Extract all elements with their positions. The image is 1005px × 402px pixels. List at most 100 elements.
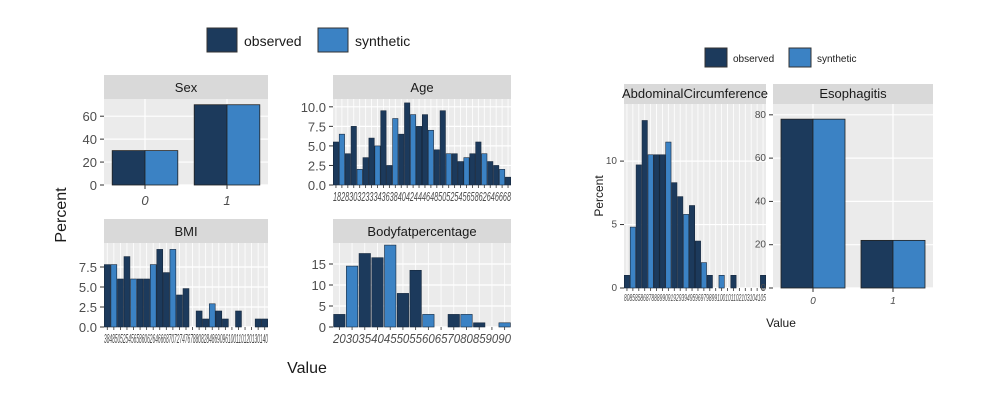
y-axis-title-right: Percent: [592, 175, 606, 217]
bar-synthetic-1: [226, 104, 261, 186]
bar: [346, 265, 359, 328]
bar: [689, 205, 696, 289]
y-tick-label: 20: [83, 155, 97, 170]
bar: [362, 157, 369, 186]
y-tick-label: 15: [312, 257, 326, 272]
legend-label-observed: observed: [244, 33, 302, 49]
bar: [384, 244, 397, 328]
facet-sex: Sex 0 20 40 60 0 1: [83, 75, 268, 208]
y-tick-label: 60: [755, 153, 767, 164]
bar: [222, 318, 229, 328]
bar: [169, 249, 177, 328]
bar: [671, 182, 678, 289]
y-tick-label: 5.0: [79, 280, 97, 295]
bar: [623, 275, 630, 289]
bar: [493, 165, 500, 186]
y-tick-label: 2.5: [308, 158, 326, 173]
bar: [475, 141, 482, 186]
legend-key-observed: [206, 27, 238, 53]
y-tick-label: 20: [755, 240, 767, 251]
y-tick-label: 2.5: [79, 300, 97, 315]
bar: [653, 154, 660, 289]
facet-esophagitis: Esophagitis 0 20 40 60 80 0 1: [755, 84, 933, 307]
bar: [396, 293, 409, 328]
bar: [700, 262, 707, 289]
y-tick-label: 5.0: [308, 139, 326, 154]
bar: [457, 161, 464, 186]
bar: [416, 126, 423, 186]
strip-bg: [104, 219, 268, 243]
bar-observed-0: [780, 118, 814, 289]
strip-title: Bodyfatpercentage: [367, 224, 476, 239]
y-tick-label: 5: [611, 220, 617, 231]
y-tick-label: 0: [90, 178, 97, 193]
facet-bodyfatpercentage: Bodyfatpercentage 0 5 10 15 20303540455055606…: [312, 219, 512, 346]
bar: [143, 278, 150, 328]
bar-observed-1: [860, 239, 894, 289]
right-figure: observed synthetic Percent Value: [592, 47, 856, 330]
y-tick-label: 80: [755, 110, 767, 121]
bar: [677, 196, 684, 289]
bar: [156, 249, 164, 328]
bar: [356, 169, 363, 186]
bar: [261, 318, 268, 328]
bar: [398, 133, 405, 186]
x-tick-labels: 3848505254565860626466687072747678808284…: [104, 331, 268, 346]
bar: [460, 314, 473, 328]
bar: [163, 272, 170, 328]
y-tick-label: 10.0: [301, 100, 326, 115]
bar: [358, 253, 371, 328]
strip-bg: [333, 75, 511, 99]
bar: [433, 149, 440, 186]
y-tick-label: 0: [611, 283, 617, 294]
bar-observed-1: [193, 104, 228, 186]
bar-synthetic-1: [892, 239, 926, 289]
bar: [344, 153, 351, 186]
bar: [487, 161, 494, 186]
bar: [421, 114, 428, 186]
bar: [195, 310, 203, 328]
bar: [117, 278, 124, 328]
legend-key-observed-right: [704, 47, 728, 68]
legend-left: observed synthetic: [206, 27, 410, 53]
strip-title: Sex: [175, 80, 198, 95]
bar: [499, 169, 506, 186]
bar: [371, 257, 384, 328]
bar: [498, 322, 511, 328]
bar: [404, 102, 411, 186]
strip-title: AbdominalCircumference: [622, 86, 768, 101]
bar: [463, 157, 470, 186]
bar: [235, 310, 242, 328]
x-tick-label: 1: [890, 296, 896, 307]
strip-title: Age: [410, 80, 433, 95]
bar: [629, 226, 636, 289]
bar: [333, 314, 346, 328]
y-tick-label: 40: [755, 196, 767, 207]
strip-bg: [624, 84, 766, 104]
bar: [386, 165, 393, 186]
bar: [208, 303, 216, 328]
bar: [380, 110, 387, 186]
y-tick-label: 0: [319, 320, 326, 335]
legend-key-synthetic: [317, 27, 349, 53]
x-tick-label: 0: [141, 193, 149, 208]
bar: [110, 264, 118, 328]
bar: [481, 153, 488, 186]
legend-right: observed synthetic: [704, 47, 856, 68]
bar: [368, 137, 375, 186]
bar: [374, 145, 381, 186]
x-tick-labels: 8085858687888990919293949596979899100101…: [624, 293, 766, 304]
bar: [665, 141, 672, 289]
bar: [332, 141, 339, 186]
bar: [392, 118, 399, 186]
bar-synthetic-0: [812, 118, 846, 289]
bar: [451, 153, 458, 186]
strip-bg: [773, 84, 933, 104]
bar: [422, 314, 435, 328]
bar: [215, 310, 223, 328]
bar: [718, 275, 725, 289]
left-figure: observed synthetic Percent Value: [53, 27, 410, 377]
x-tick-label: 1: [223, 193, 230, 208]
